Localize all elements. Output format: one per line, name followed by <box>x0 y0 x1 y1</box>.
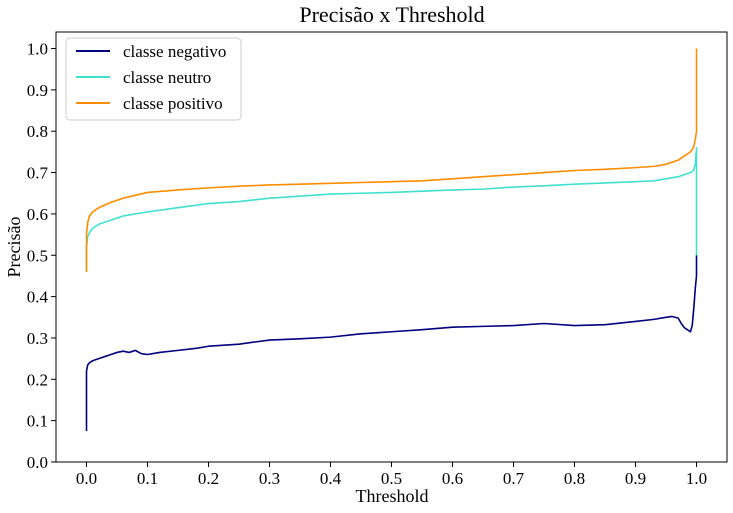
y-tick-label: 0.6 <box>27 205 48 224</box>
y-axis-label: Precisão <box>4 217 24 278</box>
y-tick-label: 0.5 <box>27 246 48 265</box>
legend-label: classe negativo <box>123 42 226 61</box>
plot-area <box>85 48 698 431</box>
legend-label: classe positivo <box>123 94 223 113</box>
x-tick-label: 0.4 <box>320 469 342 488</box>
y-tick-label: 0.9 <box>27 81 48 100</box>
series-line-classe-negativo <box>85 255 698 431</box>
legend-label: classe neutro <box>123 68 211 87</box>
legend: classe negativo classe neutro classe posit… <box>65 37 242 121</box>
x-tick-label: 0.6 <box>442 469 463 488</box>
y-tick-label: 0.8 <box>27 122 48 141</box>
y-axis: 0.0 0.1 0.2 0.3 0.4 0.5 0.6 0.7 0.8 0.9 1.0 <box>27 40 56 472</box>
y-tick-label: 1.0 <box>27 40 48 59</box>
y-tick-label: 0.0 <box>27 453 48 472</box>
legend-box <box>65 37 242 121</box>
x-tick-label: 1.0 <box>686 469 707 488</box>
y-tick-label: 0.2 <box>27 370 48 389</box>
y-tick-label: 0.3 <box>27 329 48 348</box>
y-tick-label: 0.1 <box>27 412 48 431</box>
x-tick-label: 0.8 <box>564 469 585 488</box>
x-axis-label: Threshold <box>356 486 429 506</box>
y-tick-label: 0.4 <box>27 288 49 307</box>
x-tick-label: 0.1 <box>137 469 158 488</box>
x-tick-label: 0.7 <box>503 469 525 488</box>
chart-title: Precisão x Threshold <box>299 2 484 27</box>
x-tick-label: 0.0 <box>76 469 97 488</box>
x-tick-label: 0.2 <box>198 469 219 488</box>
series-line-classe-positivo <box>85 48 698 272</box>
x-tick-label: 0.9 <box>625 469 646 488</box>
series-line-classe-neutro <box>85 146 698 272</box>
y-tick-label: 0.7 <box>27 164 49 183</box>
x-tick-label: 0.3 <box>259 469 280 488</box>
x-axis: 0.0 0.1 0.2 0.3 0.4 0.5 0.6 0.7 0.8 0.9 1.0 <box>76 462 707 488</box>
x-tick-label: 0.5 <box>381 469 402 488</box>
